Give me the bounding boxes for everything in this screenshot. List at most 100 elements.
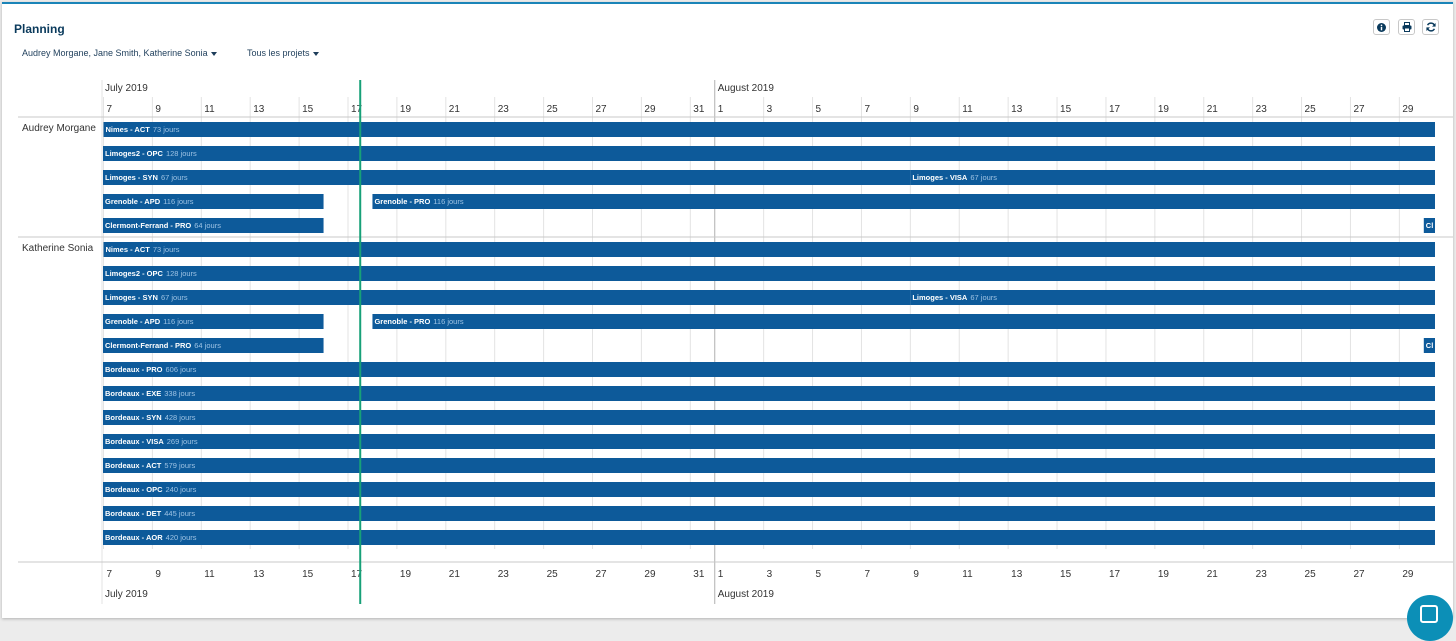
day-label-top: 19 xyxy=(400,104,412,115)
print-button[interactable] xyxy=(1398,19,1415,35)
print-icon xyxy=(1402,22,1411,32)
task-bar[interactable] xyxy=(103,266,1435,281)
info-button[interactable] xyxy=(1373,19,1390,35)
task-bar[interactable] xyxy=(103,122,1436,137)
task-bar[interactable] xyxy=(372,194,1436,209)
task-bar[interactable] xyxy=(103,434,1435,449)
day-label-bottom: 25 xyxy=(1305,569,1317,580)
task-bar[interactable] xyxy=(103,458,1435,473)
task-name: Bordeaux - PRO xyxy=(105,365,163,374)
task-bar[interactable] xyxy=(103,410,1435,425)
task-name: Nimes - ACT xyxy=(106,245,151,254)
day-label-top: 9 xyxy=(913,104,919,115)
chevron-down-icon xyxy=(210,51,217,56)
task-name: Bordeaux - OPC xyxy=(105,485,163,494)
day-label-bottom: 11 xyxy=(204,569,215,580)
task-bar-label: Limoges - VISA 67 jours xyxy=(912,293,997,302)
task-duration: 606 jours xyxy=(166,365,197,374)
task-bar[interactable] xyxy=(103,338,324,353)
task-bar[interactable] xyxy=(103,362,1435,377)
task-name: Clermont-Ferrand - PRO xyxy=(105,221,191,230)
task-duration: 116 jours xyxy=(163,317,194,326)
task-duration: 338 jours xyxy=(164,389,195,398)
task-duration: 579 jours xyxy=(164,461,195,470)
task-bar-label: Grenoble - PRO 116 jours xyxy=(374,197,463,206)
resource-name: Katherine Sonia xyxy=(22,243,94,254)
task-bar[interactable] xyxy=(103,506,1435,521)
task-bar[interactable] xyxy=(103,530,1435,545)
day-label-top: 13 xyxy=(253,104,265,115)
day-label-top: 17 xyxy=(1109,104,1121,115)
day-label-bottom: 13 xyxy=(253,569,265,580)
task-bar-label: Bordeaux - OPC 240 jours xyxy=(105,485,197,494)
day-label-top: 1 xyxy=(718,104,724,115)
day-label-bottom: 29 xyxy=(1402,569,1414,580)
task-bar[interactable] xyxy=(1423,218,1435,233)
day-label-top: 15 xyxy=(302,104,314,115)
month-label-bottom: August 2019 xyxy=(718,589,775,600)
task-duration: 420 jours xyxy=(166,533,197,542)
task-duration: 116 jours xyxy=(433,197,464,206)
info-icon xyxy=(1377,22,1386,32)
task-bar[interactable] xyxy=(103,194,324,209)
day-label-top: 13 xyxy=(1011,104,1023,115)
task-bar[interactable] xyxy=(103,242,1436,257)
chat-icon xyxy=(1420,605,1438,623)
task-duration: 116 jours xyxy=(163,197,194,206)
day-label-top: 23 xyxy=(498,104,510,115)
projects-filter-dropdown[interactable]: Tous les projets xyxy=(247,48,319,58)
task-bar[interactable] xyxy=(103,386,1435,401)
people-filter-label: Audrey Morgane, Jane Smith, Katherine So… xyxy=(22,48,208,58)
page-title: Planning xyxy=(14,22,65,36)
task-bar-label: Bordeaux - PRO 606 jours xyxy=(105,365,197,374)
task-bar[interactable] xyxy=(103,314,324,329)
chat-launcher-button[interactable] xyxy=(1407,595,1453,641)
task-duration: 128 jours xyxy=(166,269,197,278)
month-label-top: July 2019 xyxy=(105,83,148,94)
day-label-top: 7 xyxy=(107,104,113,115)
task-bar[interactable] xyxy=(103,482,1435,497)
task-bar-label: Cl xyxy=(1426,341,1434,350)
day-label-top: 21 xyxy=(1207,104,1219,115)
task-name: Cl xyxy=(1426,221,1434,230)
task-bar[interactable] xyxy=(372,314,1436,329)
day-label-top: 19 xyxy=(1158,104,1170,115)
task-bar[interactable] xyxy=(910,170,1435,185)
day-label-bottom: 7 xyxy=(864,569,870,580)
day-label-top: 31 xyxy=(693,104,705,115)
day-label-bottom: 19 xyxy=(1158,569,1170,580)
task-name: Bordeaux - VISA xyxy=(105,437,164,446)
task-bar[interactable] xyxy=(1423,338,1435,353)
day-label-bottom: 21 xyxy=(1207,569,1219,580)
task-bar-label: Limoges - SYN 67 jours xyxy=(105,293,188,302)
day-label-bottom: 19 xyxy=(400,569,412,580)
day-label-top: 27 xyxy=(1353,104,1365,115)
task-bar-label: Clermont-Ferrand - PRO 64 jours xyxy=(105,341,221,350)
task-duration: 67 jours xyxy=(970,173,997,182)
task-duration: 128 jours xyxy=(166,149,197,158)
task-duration: 64 jours xyxy=(194,221,221,230)
day-label-top: 11 xyxy=(204,104,215,115)
task-duration: 269 jours xyxy=(167,437,198,446)
day-label-bottom: 15 xyxy=(302,569,314,580)
chevron-down-icon xyxy=(312,51,319,56)
day-label-top: 5 xyxy=(816,104,822,115)
task-bar[interactable] xyxy=(103,170,911,185)
task-bar[interactable] xyxy=(103,218,324,233)
day-label-bottom: 27 xyxy=(1353,569,1365,580)
day-label-top: 23 xyxy=(1256,104,1268,115)
task-bar-label: Grenoble - PRO 116 jours xyxy=(374,317,463,326)
task-bar-label: Bordeaux - EXE 338 jours xyxy=(105,389,195,398)
task-bar[interactable] xyxy=(910,290,1435,305)
people-filter-dropdown[interactable]: Audrey Morgane, Jane Smith, Katherine So… xyxy=(22,48,217,58)
task-bar[interactable] xyxy=(103,146,1435,161)
day-label-bottom: 29 xyxy=(644,569,656,580)
planning-panel: Planning Audrey Morgane, Jane Smith, Kat… xyxy=(2,2,1453,618)
task-name: Bordeaux - AOR xyxy=(105,533,163,542)
refresh-button[interactable] xyxy=(1422,19,1439,35)
task-bar-label: Grenoble - APD 116 jours xyxy=(105,197,194,206)
task-bar[interactable] xyxy=(103,290,911,305)
month-label-top: August 2019 xyxy=(718,83,775,94)
month-label-bottom: July 2019 xyxy=(105,589,148,600)
task-name: Clermont-Ferrand - PRO xyxy=(105,341,191,350)
